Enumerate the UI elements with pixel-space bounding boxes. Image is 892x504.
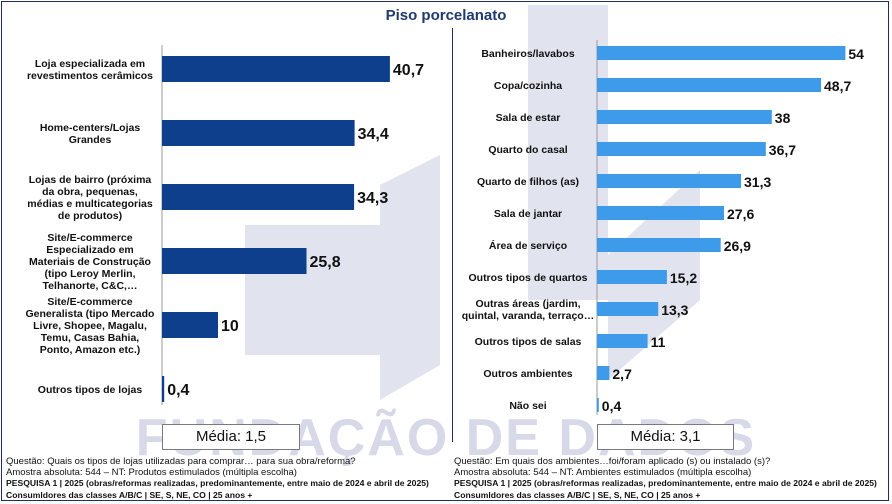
value-label-9: 11 [651,334,666,350]
bar-3 [597,142,766,156]
bar-0 [597,46,846,60]
value-label-0: 40,7 [393,62,424,79]
bar-2 [162,184,355,210]
bar-5 [597,206,724,220]
bar-5 [162,376,165,402]
left-footer-sample: Amostra absoluta: 544 – NT: Produtos est… [6,467,297,479]
value-label-2: 34,3 [357,190,388,207]
category-label-11: Não sei [509,400,546,412]
bar-11 [597,398,599,412]
bar-10 [597,366,610,380]
left-average-label: Média: [195,428,241,445]
bar-4 [162,312,218,338]
left-footer: Questão: Quais os tipos de lojas utiliza… [6,456,446,501]
left-average-value: 1,5 [245,428,267,445]
bar-1 [162,120,355,146]
right-average-box: Média: 3,1 [597,424,734,450]
category-label-4: Quarto de filhos (as) [477,176,579,188]
category-label-1: Home-centers/Lojas Grandes [40,122,141,146]
category-label-4: Site/E-commerce Generalista (tipo Mercado… [26,296,155,356]
category-label-10: Outros ambientes [483,368,572,380]
value-label-1: 48,7 [824,78,851,94]
value-label-4: 31,3 [744,174,771,190]
value-label-0: 54 [848,46,864,62]
value-label-1: 34,4 [358,126,389,143]
value-label-7: 15,2 [670,270,697,286]
value-label-6: 26,9 [724,238,751,254]
panel-divider [452,28,453,442]
right-footer-question: Questão: Em quais dos ambientes…foi/fora… [454,456,771,467]
right-footer-consumers: Consumldores das classes A/B/C | SE, S, … [454,489,701,500]
page-title: Piso porcelanato [385,7,507,24]
watermark-block-mid [380,155,440,400]
left-average-box: Média: 1,5 [162,424,300,450]
value-label-3: 25,8 [310,254,341,271]
watermark-block-right [528,5,608,300]
bar-7 [597,270,667,284]
category-label-5: Outros tipos de lojas [38,384,143,396]
category-label-2: Sala de estar [496,112,561,124]
category-label-2: Lojas de bairro (próxima da obra, pequena… [27,174,153,222]
value-label-3: 36,7 [769,142,796,158]
bar-9 [597,334,648,348]
value-label-2: 38 [775,110,791,126]
category-label-5: Sala de jantar [494,208,562,220]
bar-6 [597,238,721,252]
right-footer: Questão: Em quais dos ambientes…foi/fora… [454,456,888,501]
category-label-3: Quarto do casal [488,144,567,156]
right-average-value: 3,1 [679,428,701,445]
left-footer-question: Questão: Quais os tipos de lojas utiliza… [6,456,356,467]
category-label-0: Banheiros/lavabos [481,48,575,60]
left-footer-survey: PESQUISA 1 | 2025 (obras/reformas realiz… [6,478,429,489]
left-footer-consumers: Consumldores das classes A/B/C | SE, S, … [6,489,253,500]
bar-2 [597,110,772,124]
category-label-1: Copa/cozinha [494,80,562,92]
value-label-5: 27,6 [727,206,754,222]
right-average-label: Média: [630,428,676,445]
category-label-6: Área de serviço [489,239,567,252]
right-footer-sample: Amostra absoluta: 544 – NT: Ambientes es… [454,467,752,479]
value-label-11: 0,4 [602,398,622,414]
value-label-4: 10 [221,318,239,335]
bar-0 [162,56,390,82]
watermark-shapes [245,5,700,400]
category-label-8: Outras áreas (jardim, quintal, varanda, t… [462,298,594,322]
bar-1 [597,78,821,92]
bar-4 [597,174,741,188]
category-label-0: Loja especializada em revestimentos cerâm… [27,58,153,82]
value-label-5: 0,4 [167,382,189,399]
value-label-8: 13,3 [661,302,688,318]
right-footer-survey: PESQUISA 1 | 2025 (obras/reformas realiz… [454,478,877,489]
category-label-3: Site/E-commerce Especializado em Materiais… [29,232,151,292]
category-label-9: Outros tipos de salas [475,336,582,348]
bar-3 [162,248,307,274]
value-label-10: 2,7 [612,366,632,382]
category-label-7: Outros tipos de quartos [468,272,587,284]
bar-8 [597,302,659,316]
